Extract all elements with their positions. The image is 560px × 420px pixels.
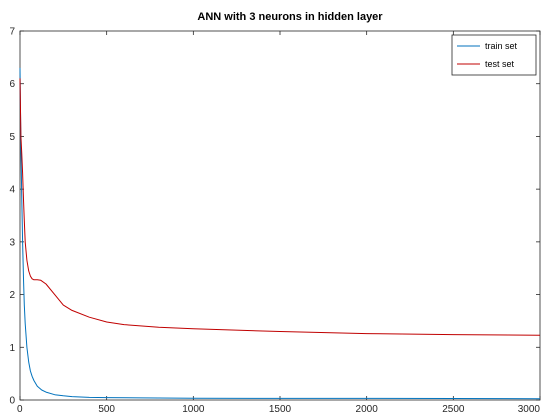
y-tick-label: 4 [9,185,15,196]
chart-title: ANN with 3 neurons in hidden layer [197,11,383,23]
legend-label: test set [485,59,515,69]
x-tick-label: 3000 [518,404,541,415]
y-tick-label: 0 [9,396,15,407]
plot-frame [20,31,540,400]
x-tick-label: 500 [98,404,115,415]
x-tick-label: 1000 [182,404,205,415]
legend: train set test set [452,35,536,75]
x-tick-label: 2500 [442,404,465,415]
legend-label: train set [485,41,518,51]
y-tick-label: 5 [9,132,15,143]
y-tick-label: 3 [9,237,15,248]
x-tick-label: 1500 [269,404,292,415]
x-tick-label: 2000 [356,404,379,415]
y-tick-label: 6 [9,79,15,90]
y-tick-label: 7 [9,27,15,38]
x-tick-label: 0 [17,404,23,415]
y-tick-label: 2 [9,290,15,301]
y-tick-label: 1 [9,343,15,354]
